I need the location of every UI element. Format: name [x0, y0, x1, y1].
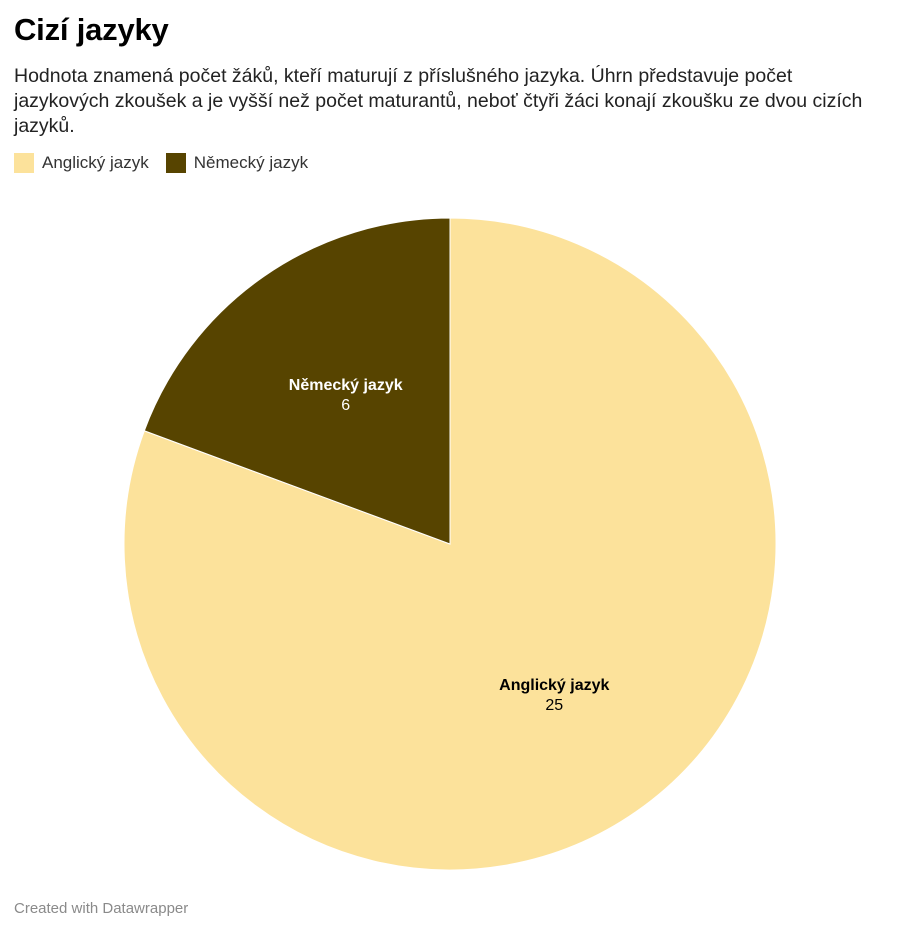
legend-swatch-anglicky	[14, 153, 34, 173]
chart-subtitle: Hodnota znamená počet žáků, kteří maturu…	[14, 65, 863, 137]
pie-slice-nemecky	[143, 217, 451, 545]
slice-value-nemecky: 6	[341, 397, 350, 414]
legend-item-anglicky: Anglický jazyk	[14, 153, 149, 173]
pie-chart: Anglický jazyk 25 Německý jazyk 6	[123, 217, 777, 871]
legend-label-anglicky: Anglický jazyk	[42, 153, 149, 172]
slice-value-anglicky: 25	[545, 697, 563, 714]
slice-label-anglicky: Anglický jazyk	[499, 677, 609, 694]
legend-label-nemecky: Německý jazyk	[193, 153, 309, 172]
footer-credit: Created with Datawrapper	[14, 900, 189, 917]
chart-title: Cizí jazyky	[14, 12, 169, 47]
legend: Anglický jazyk Německý jazyk	[14, 153, 325, 173]
legend-item-nemecky: Německý jazyk	[165, 153, 309, 173]
legend-swatch-nemecky	[165, 153, 186, 173]
slice-label-nemecky: Německý jazyk	[289, 377, 403, 394]
